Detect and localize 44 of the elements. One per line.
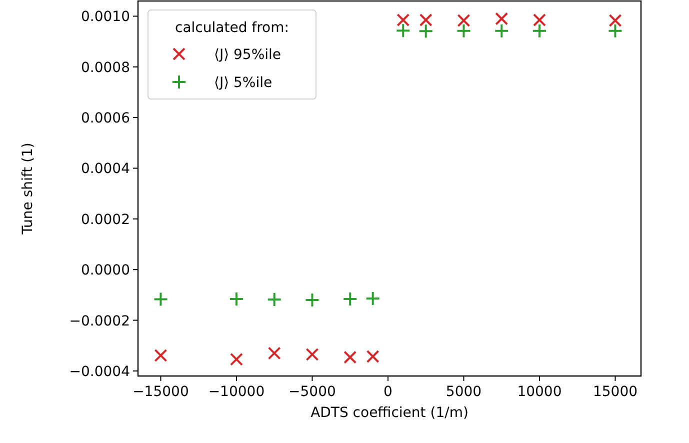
y-axis-title: Tune shift (1) [20, 142, 36, 236]
x-tick-label: 5000 [446, 384, 482, 400]
point [608, 14, 622, 28]
point [532, 23, 547, 38]
y-tick-label: 0.0004 [81, 161, 130, 178]
point [396, 23, 411, 38]
point [419, 14, 432, 27]
x-tick-label: 10000 [517, 384, 562, 400]
point [304, 292, 320, 308]
point [396, 14, 410, 27]
point [153, 292, 168, 307]
point [457, 14, 470, 28]
y-tick-label: 0.0006 [81, 110, 130, 127]
legend-label: ⟨J⟩ 95%ile [214, 47, 282, 63]
x-tick-label: −10000 [208, 384, 265, 400]
y-tick-label: 0.0010 [81, 9, 130, 26]
x-axis-title: ADTS coefficient (1/m) [310, 405, 468, 421]
x-tick-label: −5000 [288, 384, 336, 400]
y-tick-label: 0.0002 [81, 212, 130, 228]
point [306, 348, 319, 361]
point [268, 346, 281, 360]
point [366, 350, 380, 363]
point [495, 12, 508, 26]
point [228, 291, 244, 306]
point [456, 23, 472, 38]
y-tick-label: 0.0008 [81, 60, 130, 76]
y-tick-label: −0.0004 [69, 364, 130, 380]
point [532, 14, 546, 27]
point [266, 292, 282, 307]
x-tick-label: 0 [384, 384, 392, 400]
legend-title: calculated from: [175, 20, 289, 36]
point [342, 291, 358, 306]
legend-label: ⟨J⟩ 5%ile [214, 75, 272, 91]
point [494, 23, 510, 38]
point [418, 24, 434, 39]
y-tick-label: −0.0002 [69, 313, 130, 330]
point [608, 23, 623, 38]
point [154, 348, 168, 362]
y-tick-label: 0.0000 [81, 262, 130, 279]
point [365, 290, 380, 306]
point [230, 352, 243, 366]
point [344, 350, 357, 364]
x-tick-label: −15000 [132, 384, 189, 400]
x-tick-label: 15000 [592, 384, 638, 400]
